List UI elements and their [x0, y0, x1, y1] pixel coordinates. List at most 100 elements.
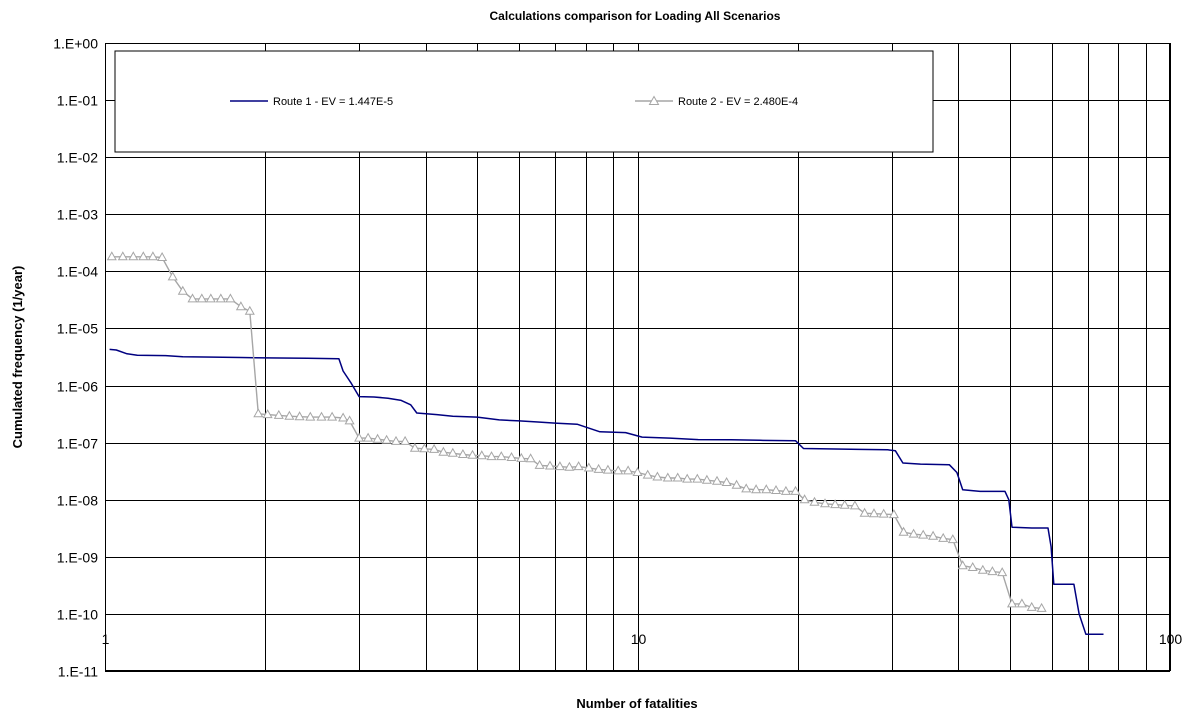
data-point-marker: [273, 409, 284, 419]
data-point-marker: [106, 251, 117, 261]
data-point-marker: [525, 453, 536, 463]
y-tick-label: 1.E-03: [57, 207, 98, 223]
data-point-marker: [400, 435, 411, 445]
data-point-marker: [662, 472, 673, 482]
legend-label-route-2: Route 2 - EV = 2.480E-4: [678, 96, 798, 108]
data-point-marker: [839, 499, 850, 509]
data-point-marker: [682, 473, 693, 483]
data-point-marker: [583, 462, 594, 472]
data-point-marker: [977, 564, 988, 574]
data-point-marker: [711, 475, 723, 485]
plot-border: [105, 43, 1170, 671]
data-point-marker: [830, 499, 841, 509]
data-point-marker: [457, 448, 468, 458]
data-point-marker: [957, 560, 968, 570]
data-point-marker: [235, 301, 246, 311]
data-point-marker: [262, 409, 273, 419]
data-point-marker: [918, 529, 929, 539]
x-tick-label: 10: [631, 631, 647, 647]
data-point-marker: [632, 466, 643, 476]
data-point-marker: [506, 451, 517, 461]
data-point-marker: [544, 460, 556, 470]
data-point-marker: [284, 410, 295, 420]
data-point-marker: [157, 251, 168, 261]
data-point-marker: [878, 508, 889, 518]
data-point-marker: [947, 534, 958, 544]
data-point-marker: [967, 561, 978, 571]
grid-layer: [105, 43, 1171, 672]
data-point-marker: [354, 432, 365, 442]
data-point-marker: [167, 271, 178, 281]
data-point-marker: [177, 285, 188, 295]
data-point-marker: [790, 485, 801, 495]
data-point-marker: [868, 508, 880, 518]
data-point-marker: [692, 473, 703, 483]
data-point-marker: [761, 484, 772, 494]
data-point-marker: [147, 251, 158, 261]
data-point-marker: [819, 498, 831, 508]
data-point-marker: [908, 528, 919, 538]
data-point-marker: [1016, 598, 1027, 608]
data-point-marker: [1036, 602, 1047, 612]
y-tick-label: 1.E-09: [57, 550, 98, 566]
y-tick-label: 1.E-01: [57, 93, 98, 109]
data-point-marker: [409, 442, 420, 452]
data-point-marker: [381, 434, 392, 444]
data-point-marker: [196, 293, 207, 303]
data-point-marker: [721, 476, 732, 486]
data-point-marker: [799, 494, 810, 504]
data-point-marker: [390, 435, 402, 445]
data-point-marker: [327, 411, 338, 421]
y-tick-label: 1.E-10: [57, 607, 98, 623]
data-point-marker: [447, 447, 458, 457]
data-point-marker: [486, 451, 497, 461]
legend-marker-route-2: [648, 95, 660, 105]
data-point-marker: [770, 484, 782, 494]
y-axis-title: Cumulated frequency (1/year): [10, 266, 25, 449]
data-point-marker: [741, 483, 752, 493]
data-point-marker: [476, 450, 487, 460]
y-tick-label: 1.E-02: [57, 150, 98, 166]
y-tick-label: 1.E-06: [57, 379, 98, 395]
data-point-marker: [429, 443, 440, 453]
y-tick-label: 1.E-07: [57, 436, 98, 452]
data-point-marker: [1006, 598, 1018, 608]
data-point-marker: [987, 566, 998, 576]
chart-title: Calculations comparison for Loading All …: [490, 9, 781, 23]
legend-label-route-1: Route 1 - EV = 1.447E-5: [273, 96, 393, 108]
data-point-marker: [623, 465, 634, 475]
data-point-marker: [701, 474, 712, 484]
series-2: [106, 251, 1047, 612]
data-point-marker: [138, 251, 149, 261]
data-point-marker: [244, 305, 255, 315]
data-point-marker: [751, 484, 762, 494]
y-tick-label: 1.E+00: [53, 36, 98, 52]
data-point-marker: [294, 411, 305, 421]
series-layer: [106, 251, 1104, 636]
data-point-marker: [997, 567, 1008, 577]
data-point-marker: [516, 452, 527, 462]
data-point-marker: [554, 461, 565, 471]
x-axis-title: Number of fatalities: [576, 696, 697, 711]
series-line-1: [109, 348, 1104, 636]
data-point-marker: [215, 293, 226, 303]
axis-layer: 1.E+00 1.E-01 1.E-02 1.E-03 1.E-04 1.E-05 1.E-…: [53, 36, 1182, 680]
data-point-marker: [642, 469, 653, 479]
data-point-marker: [672, 472, 683, 482]
y-tick-label: 1.E-05: [57, 321, 98, 337]
data-point-marker: [938, 532, 949, 542]
data-point-marker: [338, 412, 349, 422]
data-point-marker: [344, 415, 355, 425]
data-point-marker: [205, 293, 216, 303]
data-point-marker: [1026, 601, 1037, 611]
data-point-marker: [419, 443, 430, 453]
data-point-marker: [253, 408, 264, 418]
x-tick-label: 100: [1159, 631, 1183, 647]
data-point-marker: [888, 509, 899, 519]
legend: Route 1 - EV = 1.447E-5 Route 2 - EV = 2…: [114, 50, 934, 153]
data-point-marker: [780, 485, 791, 495]
y-tick-label: 1.E-11: [58, 664, 98, 680]
y-tick-label: 1.E-04: [57, 264, 98, 280]
